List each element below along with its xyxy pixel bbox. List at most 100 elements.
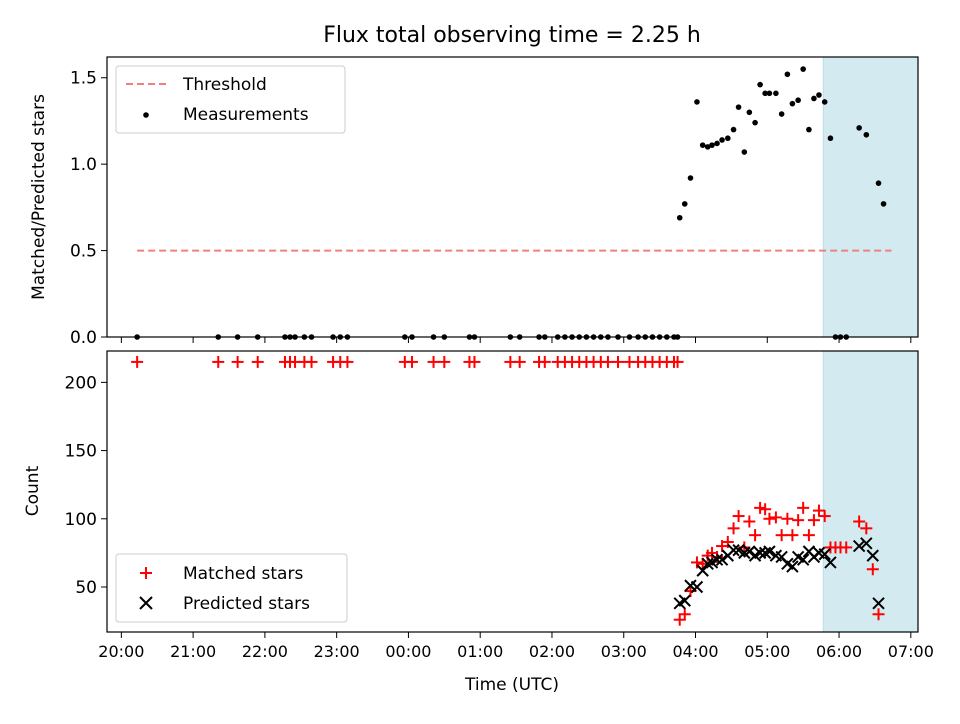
matched-star-point bbox=[866, 563, 879, 576]
measurement-point bbox=[709, 142, 715, 148]
measurement-point bbox=[735, 104, 742, 110]
predicted-star-point bbox=[743, 545, 756, 558]
matched-star-point bbox=[769, 511, 782, 524]
measurement-point bbox=[773, 90, 779, 97]
bottom-shaded-region bbox=[822, 350, 919, 633]
measurement-point bbox=[704, 144, 711, 150]
legend-matched-label: Matched stars bbox=[183, 564, 303, 584]
measurement-point bbox=[795, 97, 801, 104]
predicted-star-point bbox=[872, 597, 885, 610]
top-ytick-label: 1.0 bbox=[70, 155, 97, 175]
matched-star-point bbox=[812, 504, 825, 517]
matched-star-point bbox=[427, 355, 440, 368]
measurement-point bbox=[816, 92, 822, 98]
measurement-point bbox=[880, 201, 887, 207]
bottom-xtick-label: 07:00 bbox=[888, 642, 934, 661]
bottom-xtick-label: 04:00 bbox=[672, 642, 718, 661]
predicted-star-point bbox=[763, 545, 776, 558]
measurement-point bbox=[676, 214, 683, 221]
measurement-point bbox=[757, 81, 763, 88]
measurement-point bbox=[762, 90, 768, 97]
bottom-panel: 50 100 150 200 20:00 21:00 22:00 23:00 00:00 01:… bbox=[23, 350, 934, 695]
legend-predicted-label: Predicted stars bbox=[183, 594, 310, 614]
bottom-axes-frame bbox=[106, 350, 919, 633]
measurement-point bbox=[687, 175, 694, 181]
matched-star-point bbox=[684, 585, 697, 598]
measurement-point bbox=[778, 111, 785, 117]
predicted-star-point bbox=[860, 537, 873, 550]
predicted-star-point bbox=[710, 553, 724, 566]
matched-star-point bbox=[759, 503, 772, 516]
matched-star-point bbox=[860, 522, 873, 535]
matched-star-point bbox=[872, 608, 885, 621]
measurement-point bbox=[681, 201, 688, 207]
matched-star-point bbox=[690, 556, 703, 569]
measurement-point bbox=[694, 99, 700, 105]
bottom-xtick-label: 02:00 bbox=[529, 642, 575, 661]
matched-star-point bbox=[438, 355, 451, 368]
measurement-point bbox=[806, 126, 812, 133]
matched-star-point bbox=[775, 529, 788, 542]
bottom-ytick-label: 50 bbox=[75, 578, 97, 598]
matched-star-point bbox=[251, 355, 264, 368]
matched-star-point bbox=[797, 501, 810, 514]
bottom-x-axis-label: Time (UTC) bbox=[464, 675, 559, 695]
top-axes-frame bbox=[106, 56, 919, 338]
matched-star-point bbox=[763, 512, 776, 525]
legend-threshold-label: Threshold bbox=[182, 75, 267, 95]
matched-star-point bbox=[781, 512, 794, 525]
bottom-xtick-label: 22:00 bbox=[242, 642, 288, 661]
measurement-point bbox=[784, 71, 791, 78]
legend-predicted-swatch bbox=[139, 596, 153, 610]
measurement-point bbox=[766, 90, 773, 97]
matched-star-point bbox=[406, 355, 419, 368]
predicted-star-point bbox=[758, 546, 772, 560]
legend-measurements-label: Measurements bbox=[183, 105, 309, 125]
matched-star-point bbox=[612, 355, 625, 368]
matched-star-point bbox=[743, 515, 756, 528]
bottom-xtick-label: 01:00 bbox=[457, 642, 503, 661]
predicted-star-point bbox=[824, 556, 837, 569]
matched-star-point bbox=[754, 501, 767, 514]
bottom-xtick-label: 23:00 bbox=[314, 642, 360, 661]
legend-matched-swatch bbox=[140, 567, 152, 579]
predicted-star-point bbox=[866, 549, 879, 562]
measurement-point bbox=[863, 131, 870, 138]
bottom-xtick-label: 00:00 bbox=[385, 642, 431, 661]
bottom-xtick-label: 05:00 bbox=[744, 642, 790, 661]
matched-star-point bbox=[732, 510, 745, 523]
matched-star-point bbox=[341, 355, 354, 368]
measurement-point bbox=[719, 137, 725, 143]
measurement-point bbox=[730, 126, 737, 133]
matched-star-point bbox=[727, 522, 740, 535]
matched-star-point bbox=[673, 613, 686, 626]
predicted-star-point bbox=[715, 553, 729, 566]
measurement-point bbox=[746, 109, 753, 116]
matched-star-point bbox=[802, 529, 815, 542]
bottom-ytick-label: 100 bbox=[65, 510, 97, 530]
bottom-y-axis-label: Count bbox=[23, 465, 43, 516]
predicted-star-point bbox=[690, 580, 704, 594]
matched-star-point bbox=[818, 510, 831, 523]
predicted-star-point bbox=[727, 543, 740, 557]
top-ytick-label: 1.5 bbox=[70, 69, 97, 89]
measurement-point bbox=[800, 66, 806, 72]
measurement-point bbox=[875, 180, 882, 186]
matched-star-point bbox=[538, 355, 551, 368]
top-ytick-label: 0.0 bbox=[70, 328, 97, 348]
top-shaded-region bbox=[822, 56, 919, 338]
predicted-star-point bbox=[818, 548, 831, 561]
measurement-point bbox=[856, 125, 862, 131]
top-panel: 0.0 0.5 1.0 1.5 Matched/Predicted stars Thr… bbox=[29, 56, 919, 348]
matched-star-point bbox=[853, 515, 866, 528]
measurement-point bbox=[714, 140, 720, 147]
measurement-point bbox=[752, 119, 758, 126]
bottom-xtick-label: 06:00 bbox=[816, 642, 862, 661]
matched-star-point bbox=[678, 608, 691, 621]
predicted-star-point bbox=[852, 539, 866, 553]
top-legend-box bbox=[115, 65, 346, 134]
bottom-ytick-label: 150 bbox=[65, 442, 97, 462]
predicted-star-point bbox=[701, 557, 714, 571]
